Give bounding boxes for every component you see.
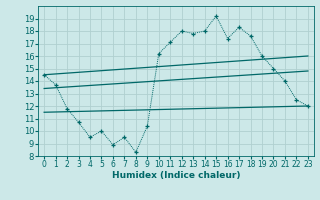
X-axis label: Humidex (Indice chaleur): Humidex (Indice chaleur): [112, 171, 240, 180]
